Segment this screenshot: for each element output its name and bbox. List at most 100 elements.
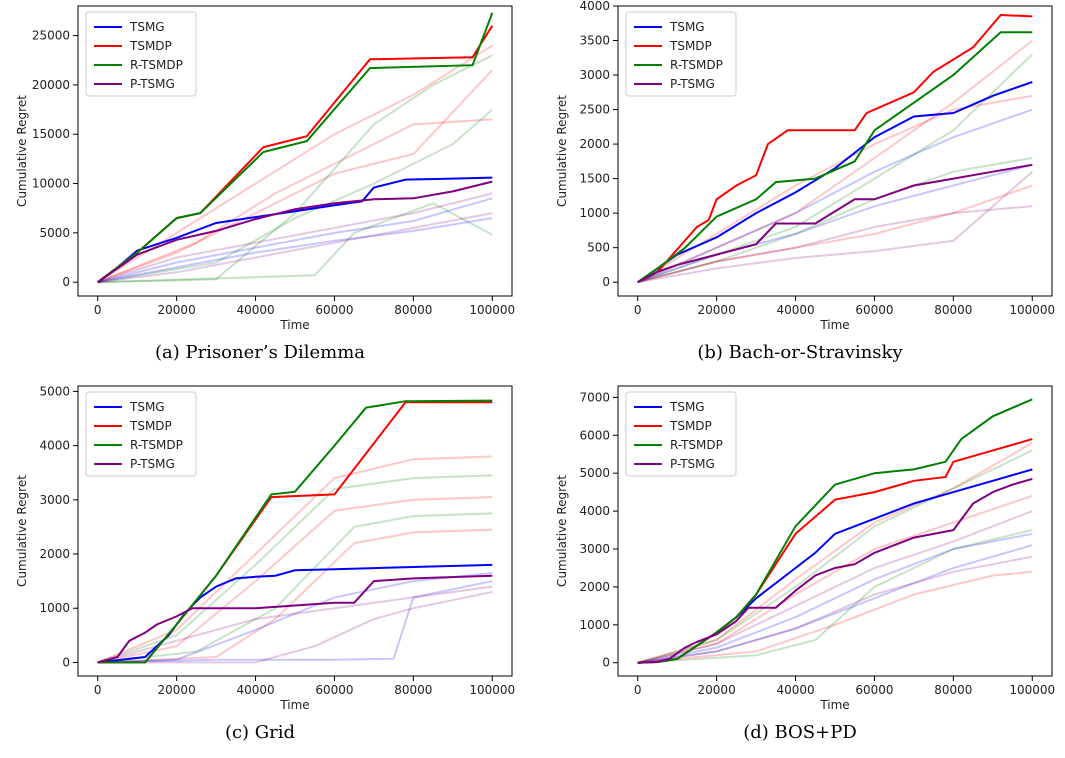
y-tick-label: 1000: [39, 601, 70, 615]
y-tick-label: 1000: [579, 206, 610, 220]
legend-label: TSMDP: [129, 419, 172, 433]
legend-box: [625, 11, 737, 97]
legend-label: R-TSMDP: [130, 438, 183, 452]
background-run-line: [97, 572, 493, 664]
legend-label: TSMG: [669, 20, 705, 34]
y-tick-label: 1500: [579, 172, 610, 186]
y-tick-label: 2500: [579, 103, 610, 117]
y-tick-label: 1000: [579, 618, 610, 632]
background-run-line: [637, 163, 1033, 284]
chart-a: 0 20000 40000 60000 80000 100000 0 5000 10000 150…: [15, 5, 515, 332]
y-tick-label: 3500: [579, 34, 610, 48]
y-tick-label: 4000: [579, 0, 610, 13]
x-tick-label: 100000: [469, 303, 515, 317]
y-tick-label: 5000: [39, 384, 70, 398]
background-run-line: [637, 442, 1033, 664]
y-tick-label: 5000: [579, 466, 610, 480]
x-axis-title: Time: [819, 318, 849, 332]
y-tick-label: 2000: [39, 547, 70, 561]
chart-caption: (d) BOS+PD: [743, 722, 857, 743]
x-tick-label: 40000: [776, 683, 814, 697]
background-run-line: [637, 39, 1033, 284]
x-tick-label: 80000: [394, 683, 432, 697]
background-run-line: [97, 69, 494, 284]
y-tick-label: 0: [62, 275, 70, 289]
chart-panel-c: 0 20000 40000 60000 80000 100000 0 1000 2000 3000…: [0, 380, 520, 752]
background-run-line: [97, 118, 493, 284]
series-line-p-tsmg: [637, 477, 1033, 664]
background-run-line: [97, 212, 493, 284]
background-run-line: [637, 544, 1033, 664]
background-run-line: [97, 108, 493, 284]
background-run-line: [637, 449, 1033, 664]
series-line-r-tsmdp: [637, 31, 1033, 284]
x-tick-label: 80000: [934, 683, 972, 697]
series-line-p-tsmg: [97, 574, 493, 664]
plot-frame: [617, 385, 1053, 677]
background-run-line: [97, 474, 493, 664]
x-tick-label: 100000: [1009, 303, 1055, 317]
y-tick-label: 25000: [32, 29, 70, 43]
series-line-r-tsmdp: [97, 399, 493, 664]
y-axis-title: Cumulative Regret: [555, 95, 569, 207]
chart-c: 0 20000 40000 60000 80000 100000 0 1000 2000 3000…: [15, 384, 515, 712]
y-tick-label: 3000: [579, 68, 610, 82]
y-axis-title: Cumulative Regret: [15, 475, 29, 587]
y-tick-label: 6000: [579, 428, 610, 442]
y-tick-label: 10000: [32, 177, 70, 191]
background-run-line: [97, 512, 493, 664]
series-line-r-tsmdp: [97, 12, 494, 284]
x-tick-label: 100000: [1009, 683, 1055, 697]
plot-frame: [617, 5, 1053, 297]
x-tick-label: 60000: [315, 683, 353, 697]
x-tick-label: 20000: [698, 303, 736, 317]
background-run-line: [637, 53, 1033, 284]
background-run-line: [97, 455, 493, 664]
chart-d: 0 20000 40000 60000 80000 100000 0 1000 2000 3000…: [555, 385, 1055, 712]
x-tick-label: 0: [634, 303, 642, 317]
background-run-line: [97, 591, 493, 664]
x-tick-label: 0: [634, 683, 642, 697]
legend-label: R-TSMDP: [130, 58, 183, 72]
y-tick-label: 2000: [579, 137, 610, 151]
x-tick-label: 0: [94, 303, 102, 317]
legend-label: P-TSMG: [130, 77, 175, 91]
background-run-line: [97, 202, 493, 284]
series-line-p-tsmg: [97, 180, 493, 284]
x-tick-label: 100000: [469, 683, 515, 697]
y-tick-label: 0: [602, 656, 610, 670]
x-tick-label: 40000: [236, 683, 274, 697]
legend-label: P-TSMG: [670, 457, 715, 471]
chart-panel-d: 0 20000 40000 60000 80000 100000 0 1000 2000 3000…: [540, 380, 1060, 752]
x-axis-title: Time: [819, 698, 849, 712]
series-line-tsmg: [637, 468, 1033, 664]
chart-caption: (b) Bach-or-Stravinsky: [697, 342, 903, 363]
x-tick-label: 20000: [698, 683, 736, 697]
background-run-line: [637, 170, 1033, 284]
x-tick-label: 40000: [236, 303, 274, 317]
background-run-line: [637, 529, 1033, 664]
chart-caption: (c) Grid: [224, 722, 296, 743]
background-run-line: [97, 217, 493, 284]
x-axis-title: Time: [279, 318, 309, 332]
series-line-p-tsmg: [637, 163, 1033, 284]
legend-label: TSMDP: [129, 39, 172, 53]
legend-label: TSMG: [129, 20, 165, 34]
x-tick-label: 60000: [315, 303, 353, 317]
y-axis-title: Cumulative Regret: [555, 475, 569, 587]
series-line-tsmdp: [637, 13, 1033, 284]
x-tick-label: 20000: [158, 683, 196, 697]
background-run-line: [97, 580, 493, 664]
background-run-line: [637, 205, 1033, 284]
background-run-line: [97, 496, 493, 664]
x-tick-label: 0: [94, 683, 102, 697]
background-run-line: [637, 570, 1033, 664]
y-tick-label: 2000: [579, 580, 610, 594]
x-tick-label: 80000: [394, 303, 432, 317]
background-run-line: [97, 585, 493, 664]
x-tick-label: 60000: [855, 303, 893, 317]
y-tick-label: 500: [587, 241, 610, 255]
chart-b: 0 20000 40000 60000 80000 100000 0 500 1000 1500 2…: [555, 0, 1055, 332]
legend-label: TSMG: [129, 400, 165, 414]
background-run-line: [637, 494, 1033, 664]
